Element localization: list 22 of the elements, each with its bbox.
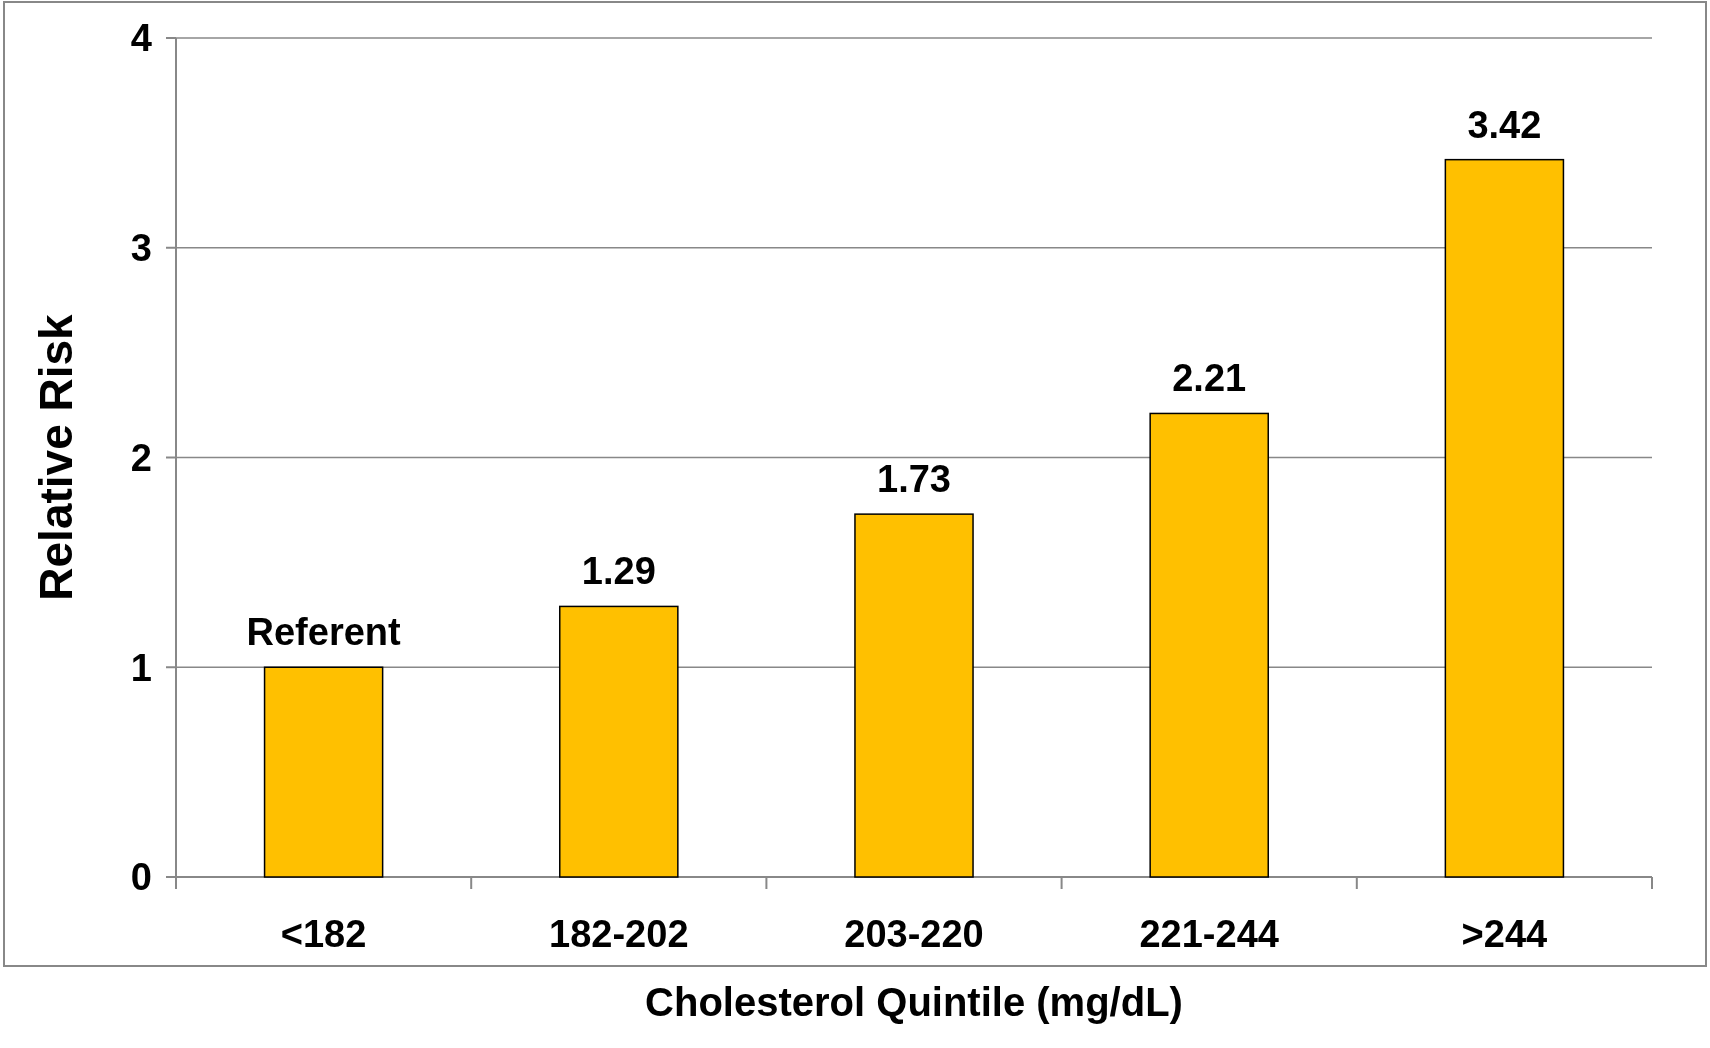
x-tick-label: 203-220: [844, 913, 984, 955]
bar: [263, 666, 384, 878]
x-tick-label: 221-244: [1139, 913, 1279, 955]
y-tick-label: 0: [130, 856, 152, 899]
data-label: 1.73: [877, 458, 951, 501]
y-tick-label: 2: [130, 436, 152, 479]
x-tick-label: >244: [1461, 913, 1548, 955]
x-tick-label: <182: [280, 913, 367, 955]
data-label: 2.21: [1172, 357, 1247, 400]
data-label: Referent: [246, 611, 402, 654]
y-axis-title: Relative Risk: [30, 313, 82, 601]
data-label: 1.29: [581, 550, 656, 593]
bar: [559, 605, 679, 878]
y-tick-label: 4: [130, 17, 152, 60]
data-label: 3.42: [1467, 103, 1542, 146]
y-tick-label: 1: [130, 646, 152, 689]
bar: [1149, 412, 1269, 878]
bar: [854, 513, 974, 878]
x-tick-label: 182-202: [549, 913, 689, 955]
bar: [1444, 158, 1565, 878]
y-tick-label: 3: [130, 227, 152, 270]
x-axis-title: Cholesterol Quintile (mg/dL): [645, 980, 1183, 1024]
